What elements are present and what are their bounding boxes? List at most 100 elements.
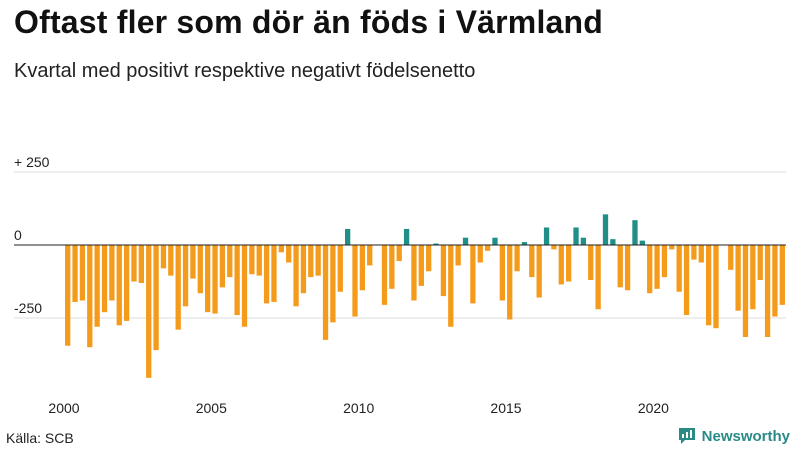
bar [580, 237, 587, 245]
bar [698, 245, 704, 263]
x-tick-label: 2010 [343, 400, 374, 416]
bar [131, 245, 137, 282]
bar [418, 245, 424, 286]
bar [426, 245, 432, 272]
bar [654, 245, 660, 289]
bar [602, 214, 609, 245]
bar [691, 245, 697, 260]
bar [529, 245, 535, 278]
bar [705, 245, 712, 326]
bar [617, 245, 623, 288]
x-tick-label: 2015 [490, 400, 521, 416]
bar [566, 245, 572, 282]
bar [352, 245, 358, 317]
bar [286, 245, 292, 263]
bar [573, 227, 579, 245]
bar [624, 245, 631, 291]
bar [543, 227, 550, 245]
bar [462, 237, 469, 245]
bar [669, 245, 675, 250]
bar [728, 245, 734, 270]
bar [779, 245, 785, 305]
y-tick-label: + 250 [14, 154, 50, 170]
bar [79, 245, 86, 301]
bar [146, 245, 152, 378]
bar [403, 228, 410, 245]
bar [330, 245, 336, 323]
bar [227, 245, 233, 278]
bar [344, 228, 351, 245]
bar [175, 245, 181, 330]
bar [168, 245, 174, 276]
bar [109, 245, 115, 301]
bar [263, 245, 270, 304]
bar [639, 240, 645, 245]
bar [772, 245, 778, 317]
bar [477, 245, 483, 263]
bar [101, 245, 108, 313]
bar [249, 245, 255, 275]
bar [381, 245, 388, 305]
chart-title: Oftast fler som dör än föds i Värmland [14, 4, 604, 40]
bar [271, 245, 277, 302]
newsworthy-logo-icon [678, 428, 695, 444]
bar [647, 245, 653, 294]
bar [514, 245, 520, 272]
bar [190, 245, 196, 279]
bar [440, 245, 447, 297]
bar [94, 245, 100, 327]
bar [757, 245, 763, 281]
bar [713, 245, 719, 329]
bar [293, 245, 299, 307]
bar [359, 245, 366, 291]
bar [536, 245, 542, 298]
bar [750, 245, 756, 310]
bar [735, 245, 741, 311]
brand-logo[interactable]: Newsworthy [677, 426, 790, 446]
bar [448, 245, 454, 327]
y-tick-label: -250 [14, 300, 42, 316]
bar [558, 245, 564, 285]
source-note: Källa: SCB [6, 430, 74, 446]
bar [182, 245, 189, 307]
bar [322, 245, 329, 340]
bar [116, 245, 122, 326]
bar [87, 245, 93, 348]
bar [507, 245, 513, 320]
bar [396, 245, 402, 262]
bar [499, 245, 505, 301]
bar [492, 237, 498, 245]
bar [300, 245, 307, 294]
bar [484, 245, 491, 251]
x-tick-label: 2020 [638, 400, 669, 416]
bar [256, 245, 262, 276]
bar [389, 245, 395, 289]
bar [764, 245, 771, 337]
bar [742, 245, 749, 337]
bar [205, 245, 211, 313]
bar [595, 245, 601, 310]
bar [411, 245, 417, 301]
bar [676, 245, 682, 292]
bar [197, 245, 203, 294]
bar [278, 245, 284, 253]
bar [683, 245, 690, 316]
bar [212, 245, 218, 314]
bar [138, 245, 144, 283]
bar [241, 245, 248, 327]
bar [72, 245, 78, 302]
brand-name: Newsworthy [701, 427, 790, 445]
bar [234, 245, 240, 316]
bar [153, 245, 159, 351]
bar [610, 239, 616, 245]
bar [337, 245, 343, 292]
x-tick-label: 2000 [48, 400, 79, 416]
bar [219, 245, 226, 288]
y-tick-label: 0 [14, 227, 22, 243]
x-tick-label: 2005 [196, 400, 227, 416]
bar [455, 245, 461, 266]
bar [588, 245, 594, 281]
bar [433, 243, 439, 245]
bar [367, 245, 373, 266]
